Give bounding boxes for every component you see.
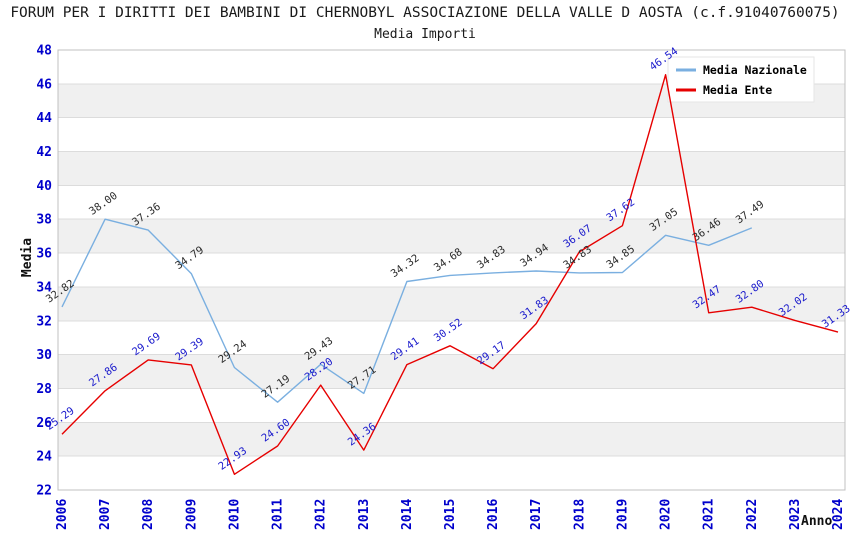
x-tick-label: 2024: [831, 499, 846, 530]
series-line-1: [61, 73, 839, 475]
legend-label-0: Media Nazionale: [703, 63, 807, 77]
x-tick-label: 2011: [271, 499, 286, 530]
x-tick-label: 2010: [227, 499, 242, 530]
background-band: [58, 354, 845, 389]
background-band: [58, 151, 845, 186]
chart-subtitle: Media Importi: [374, 27, 476, 42]
x-tick-label: 2006: [55, 499, 70, 530]
background-band: [58, 286, 845, 321]
legend-box: [667, 56, 815, 103]
y-tick-label: 42: [36, 145, 52, 160]
x-tick-label: 2008: [141, 499, 156, 530]
x-tick-label: 2014: [400, 499, 415, 530]
x-tick-label: 2020: [659, 499, 674, 530]
y-axis-title: Media: [20, 237, 36, 278]
x-tick-label: 2013: [357, 499, 372, 530]
x-tick-label: 2012: [314, 499, 329, 530]
x-tick-label: 2023: [788, 499, 803, 530]
y-tick-label: 32: [36, 314, 52, 329]
y-tick-label: 46: [36, 77, 52, 92]
x-tick-label: 2022: [745, 499, 760, 530]
x-tick-label: 2017: [529, 499, 544, 530]
x-tick-label: 2015: [443, 499, 458, 530]
y-tick-label: 40: [36, 179, 52, 194]
y-tick-label: 28: [36, 382, 52, 397]
y-tick-label: 44: [36, 111, 52, 126]
chart-title: FORUM PER I DIRITTI DEI BAMBINI DI CHERN…: [10, 5, 840, 21]
plot-border: [57, 49, 846, 491]
background-band: [58, 219, 845, 254]
y-tick-label: 24: [36, 450, 52, 465]
background-band: [58, 422, 845, 457]
x-tick-label: 2019: [615, 499, 630, 530]
y-tick-label: 34: [36, 280, 52, 295]
y-tick-label: 48: [36, 44, 52, 59]
x-tick-label: 2009: [184, 499, 199, 530]
legend-label-1: Media Ente: [703, 83, 772, 97]
x-tick-label: 2021: [702, 499, 717, 530]
y-tick-label: 36: [36, 247, 52, 262]
series-line-0: [61, 218, 753, 403]
value-label-0: 38.00: [87, 190, 120, 218]
value-label-0: 34.32: [389, 252, 422, 280]
y-tick-label: 26: [36, 416, 52, 431]
x-tick-label: 2007: [98, 499, 113, 530]
y-tick-label: 22: [36, 484, 52, 499]
x-axis-title: Anno: [801, 514, 833, 529]
y-tick-label: 30: [36, 348, 52, 363]
y-tick-label: 38: [36, 213, 52, 228]
x-tick-label: 2016: [486, 499, 501, 530]
x-tick-label: 2018: [572, 499, 587, 530]
